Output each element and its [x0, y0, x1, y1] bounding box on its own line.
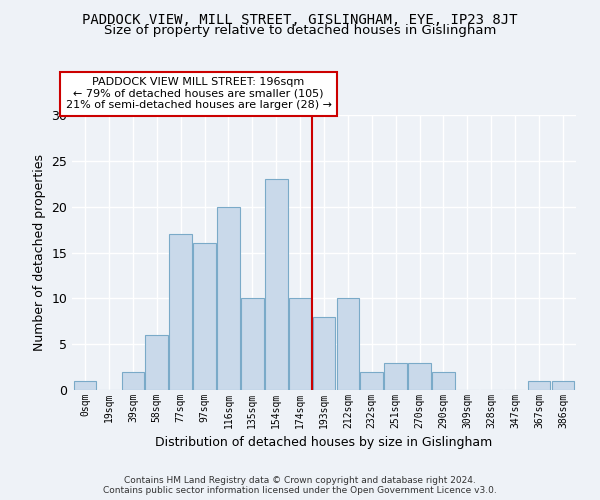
Bar	[74, 381, 97, 390]
Bar	[408, 362, 431, 390]
Bar	[193, 244, 216, 390]
Bar	[385, 362, 407, 390]
Bar	[337, 298, 359, 390]
Bar	[527, 381, 550, 390]
Text: PADDOCK VIEW MILL STREET: 196sqm
← 79% of detached houses are smaller (105)
21% : PADDOCK VIEW MILL STREET: 196sqm ← 79% o…	[65, 77, 332, 110]
Bar	[313, 316, 335, 390]
Bar	[169, 234, 192, 390]
Text: Contains HM Land Registry data © Crown copyright and database right 2024.
Contai: Contains HM Land Registry data © Crown c…	[103, 476, 497, 495]
X-axis label: Distribution of detached houses by size in Gislingham: Distribution of detached houses by size …	[155, 436, 493, 450]
Bar	[289, 298, 311, 390]
Bar	[361, 372, 383, 390]
Bar	[122, 372, 144, 390]
Bar	[551, 381, 574, 390]
Bar	[432, 372, 455, 390]
Y-axis label: Number of detached properties: Number of detached properties	[33, 154, 46, 351]
Bar	[265, 179, 287, 390]
Bar	[217, 206, 240, 390]
Text: PADDOCK VIEW, MILL STREET, GISLINGHAM, EYE, IP23 8JT: PADDOCK VIEW, MILL STREET, GISLINGHAM, E…	[82, 12, 518, 26]
Bar	[241, 298, 263, 390]
Text: Size of property relative to detached houses in Gislingham: Size of property relative to detached ho…	[104, 24, 496, 37]
Bar	[145, 335, 168, 390]
